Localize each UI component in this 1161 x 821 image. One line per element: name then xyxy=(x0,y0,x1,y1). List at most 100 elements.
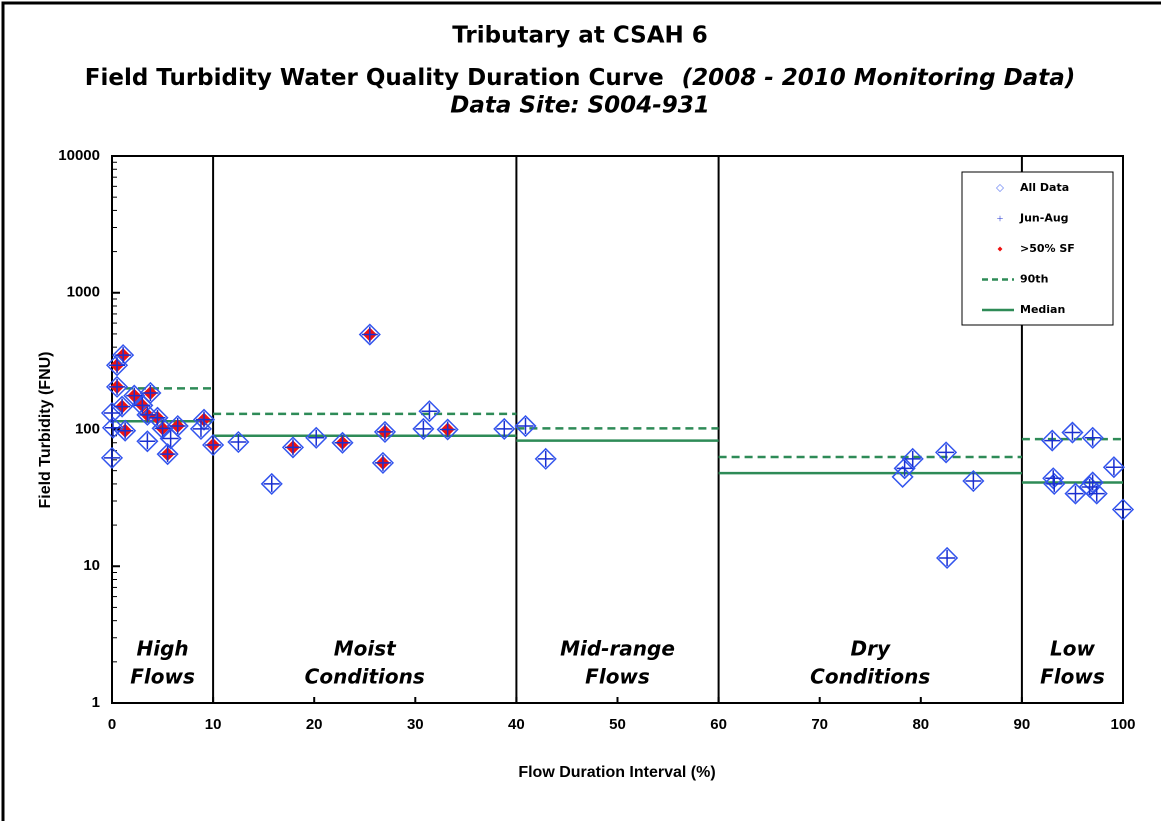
plus xyxy=(263,475,280,492)
plus xyxy=(517,418,534,435)
open-diamond xyxy=(227,430,250,454)
plus xyxy=(1084,429,1101,446)
open-diamond xyxy=(436,418,459,441)
plus xyxy=(284,439,301,456)
open-diamond xyxy=(202,433,225,457)
open-diamond xyxy=(418,400,441,423)
plus xyxy=(361,326,378,343)
x-tick-label: 10 xyxy=(205,716,222,733)
open-diamond xyxy=(192,408,216,431)
x-tick-label: 30 xyxy=(407,716,424,733)
legend-label: Median xyxy=(1020,303,1065,316)
zone-label: Dry xyxy=(850,637,890,661)
plus xyxy=(230,434,247,451)
legend-label: All Data xyxy=(1020,181,1069,194)
zone-label: Flows xyxy=(1040,665,1105,689)
plus xyxy=(938,444,955,461)
plus xyxy=(105,419,122,436)
open-diamond xyxy=(893,457,916,480)
plus xyxy=(149,409,166,426)
y-tick-label: 10000 xyxy=(58,147,100,164)
open-diamond xyxy=(514,414,537,438)
plus xyxy=(1081,478,1098,495)
plus xyxy=(192,420,209,437)
open-diamond xyxy=(962,469,985,493)
plus xyxy=(104,405,120,422)
open-diamond xyxy=(412,417,435,440)
plus xyxy=(1064,424,1081,441)
open-diamond xyxy=(371,451,395,474)
plus xyxy=(1084,474,1101,491)
plus xyxy=(142,384,159,401)
y-tick-label: 1 xyxy=(92,694,100,711)
open-diamond xyxy=(534,447,557,470)
x-tick-label: 0 xyxy=(108,716,116,733)
legend-box xyxy=(961,171,1114,326)
plus xyxy=(415,420,432,437)
y-tick-label: 100 xyxy=(75,420,100,437)
open-diamond xyxy=(260,472,283,495)
plus xyxy=(139,406,156,423)
plus xyxy=(1105,459,1122,476)
plus xyxy=(439,421,456,438)
legend-label: Jun-Aug xyxy=(1019,212,1069,225)
x-axis-label: Flow Duration Interval (%) xyxy=(518,764,715,781)
plus xyxy=(374,454,391,471)
plus xyxy=(134,397,151,414)
plus xyxy=(904,450,921,467)
open-diamond xyxy=(1081,426,1104,449)
open-diamond xyxy=(1061,421,1084,444)
plot-border xyxy=(111,155,1124,704)
plus xyxy=(117,422,134,439)
x-tick-label: 90 xyxy=(1014,716,1031,733)
open-diamond xyxy=(101,416,125,439)
plus xyxy=(1067,485,1084,502)
plus xyxy=(308,429,325,446)
open-diamond xyxy=(331,431,354,454)
plus xyxy=(115,347,132,364)
open-diamond xyxy=(1043,472,1066,495)
plus xyxy=(965,473,982,490)
y-tick-label: 1000 xyxy=(67,284,100,301)
plus xyxy=(205,437,222,454)
open-diamond xyxy=(493,417,516,440)
legend-label: 90th xyxy=(1020,273,1048,286)
plus xyxy=(1046,475,1063,492)
zone-label: Conditions xyxy=(810,665,930,689)
plus xyxy=(196,411,213,428)
open-diamond xyxy=(1041,429,1064,452)
open-diamond xyxy=(1102,456,1125,479)
open-diamond xyxy=(1111,498,1135,521)
plus xyxy=(496,420,513,437)
plus xyxy=(421,403,438,420)
open-diamond xyxy=(901,447,924,470)
x-tick-label: 20 xyxy=(306,716,323,733)
plus xyxy=(104,449,120,466)
x-tick-label: 50 xyxy=(609,716,626,733)
plus xyxy=(114,398,131,415)
subtitle-note: (2008 - 2010 Monitoring Data) xyxy=(682,65,1076,91)
open-diamond xyxy=(305,426,328,449)
plus xyxy=(1088,485,1105,502)
open-diamond xyxy=(1081,471,1104,494)
open-diamond xyxy=(156,443,179,466)
plus xyxy=(537,450,554,467)
open-diamond xyxy=(136,430,159,453)
x-tick-label: 80 xyxy=(912,716,929,733)
y-axis-label: Field Turbidity (FNU) xyxy=(37,351,54,508)
open-diamond xyxy=(166,414,189,438)
legend-label: >50% SF xyxy=(1020,242,1075,255)
x-tick-label: 70 xyxy=(811,716,828,733)
x-tick-label: 40 xyxy=(508,716,525,733)
zone-label: Flows xyxy=(585,665,650,689)
chart-title: Tributary at CSAH 6 xyxy=(452,23,708,49)
plus xyxy=(126,387,143,404)
zone-label: Moist xyxy=(334,637,397,661)
plus xyxy=(162,430,179,447)
plus xyxy=(896,460,913,477)
plus xyxy=(139,433,156,450)
plus xyxy=(1115,501,1131,518)
open-diamond xyxy=(358,323,381,346)
